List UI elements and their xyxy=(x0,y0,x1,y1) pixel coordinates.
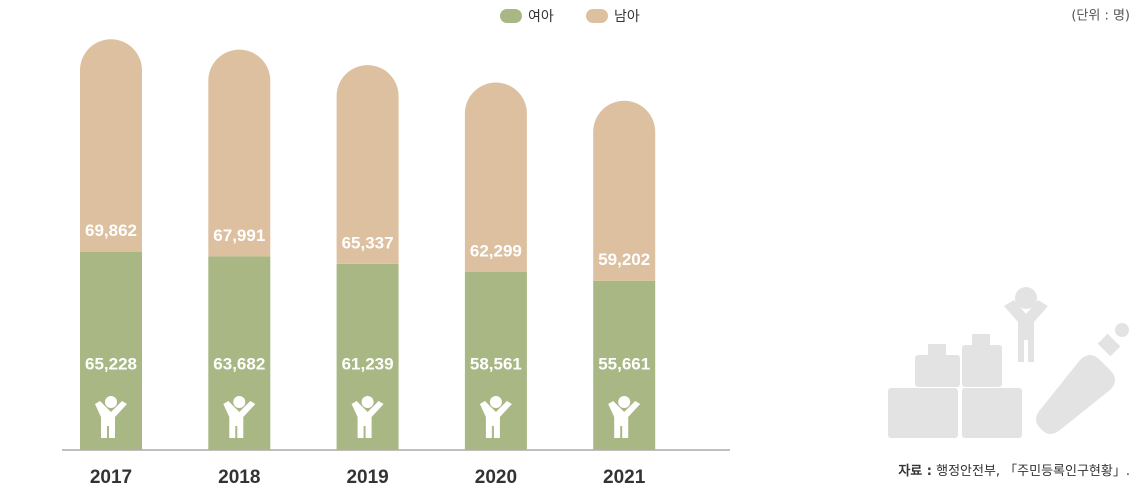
legend-swatch xyxy=(586,9,608,23)
x-tick-label: 2021 xyxy=(603,467,646,488)
value-label: 63,682 xyxy=(213,354,265,373)
icon-body xyxy=(351,401,384,438)
x-tick-label: 2020 xyxy=(475,467,517,488)
legend-label: 남아 xyxy=(614,9,640,25)
child-icon xyxy=(351,396,384,438)
icon-body xyxy=(479,401,512,438)
bar xyxy=(208,49,271,257)
icon-body xyxy=(608,401,641,438)
child-icon xyxy=(479,396,512,438)
bar xyxy=(80,39,142,252)
value-label: 65,337 xyxy=(342,233,394,252)
source-label: 자료 : xyxy=(898,464,932,479)
value-label: 58,561 xyxy=(470,354,522,373)
icon-head xyxy=(361,396,374,408)
icon-head xyxy=(105,396,117,408)
icon-head xyxy=(233,396,246,408)
value-label: 61,239 xyxy=(342,354,394,373)
icon-head xyxy=(489,396,502,408)
x-tick-label: 2017 xyxy=(90,467,132,488)
child-icon xyxy=(95,396,127,438)
bar xyxy=(464,82,527,272)
bar xyxy=(336,65,399,264)
value-label: 65,228 xyxy=(85,354,137,373)
legend-label: 여아 xyxy=(528,9,554,25)
child-icon xyxy=(223,396,256,438)
source: 자료 : 행정안전부, 「주민등록인구현황」. xyxy=(898,463,1130,479)
unit: (단위 : 명) xyxy=(1071,9,1130,24)
icon-head xyxy=(618,396,631,408)
icon-body xyxy=(223,401,256,438)
value-label: 67,991 xyxy=(213,226,265,245)
illustration xyxy=(888,287,1129,438)
value-label: 59,202 xyxy=(598,250,650,269)
x-tick-label: 2019 xyxy=(346,467,388,488)
legend-swatch xyxy=(500,9,522,23)
icon-body xyxy=(95,401,127,438)
value-label: 55,661 xyxy=(598,354,650,373)
value-label: 62,299 xyxy=(470,241,522,260)
value-label: 69,862 xyxy=(85,221,137,240)
source-text: 행정안전부, 「주민등록인구현황」. xyxy=(936,463,1130,479)
bar xyxy=(593,100,656,281)
x-tick-label: 2018 xyxy=(218,467,260,488)
child-icon xyxy=(608,396,641,438)
